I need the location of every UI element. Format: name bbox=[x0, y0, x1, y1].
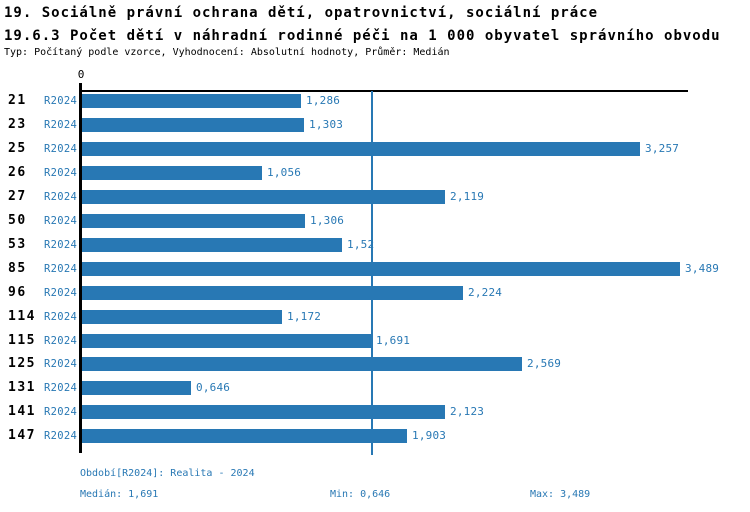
report-title-line1: 19. Sociálně právní ochrana dětí, opatro… bbox=[4, 5, 599, 21]
chart-row: 50 R2024 1,306 bbox=[0, 214, 750, 228]
chart-row: 25 R2024 3,257 bbox=[0, 142, 750, 156]
category-label: 114 bbox=[8, 309, 36, 324]
value-label: 1,056 bbox=[267, 166, 302, 179]
chart-row: 27 R2024 2,119 bbox=[0, 190, 750, 204]
series-period-label: R2024 bbox=[44, 382, 78, 394]
x-axis-zero-tick-label: 0 bbox=[77, 68, 85, 81]
series-period-label: R2024 bbox=[44, 167, 78, 179]
value-bar bbox=[82, 142, 640, 156]
value-bar bbox=[82, 238, 342, 252]
category-label: 27 bbox=[8, 189, 27, 204]
max-summary-label: Max: 3,489 bbox=[530, 489, 591, 500]
chart-row: 114 R2024 1,172 bbox=[0, 310, 750, 324]
value-label: 0,646 bbox=[196, 381, 231, 394]
value-bar bbox=[82, 262, 680, 276]
category-label: 131 bbox=[8, 380, 36, 395]
chart-row: 85 R2024 3,489 bbox=[0, 262, 750, 276]
report-subtitle: Typ: Počítaný podle vzorce, Vyhodnocení:… bbox=[4, 47, 450, 58]
category-label: 53 bbox=[8, 237, 27, 252]
category-label: 115 bbox=[8, 333, 36, 348]
value-label: 1,52 bbox=[347, 238, 375, 251]
value-label: 1,306 bbox=[310, 214, 345, 227]
median-summary-label: Medián: 1,691 bbox=[80, 489, 159, 500]
value-label: 2,123 bbox=[450, 405, 485, 418]
series-period-label: R2024 bbox=[44, 119, 78, 131]
value-bar bbox=[82, 166, 262, 180]
series-period-label: R2024 bbox=[44, 335, 78, 347]
series-period-label: R2024 bbox=[44, 430, 78, 442]
value-bar bbox=[82, 357, 522, 371]
category-label: 25 bbox=[8, 141, 27, 156]
category-label: 26 bbox=[8, 165, 27, 180]
category-label: 141 bbox=[8, 404, 36, 419]
chart-row: 115 R2024 1,691 bbox=[0, 334, 750, 348]
value-bar bbox=[82, 310, 282, 324]
category-label: 96 bbox=[8, 285, 27, 300]
category-label: 50 bbox=[8, 213, 27, 228]
category-label: 147 bbox=[8, 428, 36, 443]
series-period-label: R2024 bbox=[44, 287, 78, 299]
value-label: 1,172 bbox=[287, 310, 322, 323]
category-label: 125 bbox=[8, 356, 36, 371]
value-bar bbox=[82, 214, 305, 228]
value-label: 2,119 bbox=[450, 190, 485, 203]
value-bar bbox=[82, 118, 304, 132]
series-period-label: R2024 bbox=[44, 215, 78, 227]
series-period-label: R2024 bbox=[44, 263, 78, 275]
value-label: 3,257 bbox=[645, 142, 680, 155]
series-period-label: R2024 bbox=[44, 358, 78, 370]
y-axis-line bbox=[79, 83, 82, 453]
value-bar bbox=[82, 405, 445, 419]
value-label: 2,569 bbox=[527, 357, 562, 370]
value-bar bbox=[82, 286, 463, 300]
chart-row: 26 R2024 1,056 bbox=[0, 166, 750, 180]
period-label: Období[R2024]: Realita - 2024 bbox=[80, 468, 255, 479]
chart-row: 141 R2024 2,123 bbox=[0, 405, 750, 419]
x-axis-line bbox=[80, 90, 688, 92]
value-label: 1,303 bbox=[309, 118, 344, 131]
value-bar bbox=[82, 381, 191, 395]
chart-row: 96 R2024 2,224 bbox=[0, 286, 750, 300]
series-period-label: R2024 bbox=[44, 239, 78, 251]
value-label: 1,286 bbox=[306, 94, 341, 107]
chart-row: 125 R2024 2,569 bbox=[0, 357, 750, 371]
min-summary-label: Min: 0,646 bbox=[330, 489, 391, 500]
value-bar bbox=[82, 429, 407, 443]
series-period-label: R2024 bbox=[44, 191, 78, 203]
value-bar bbox=[82, 94, 301, 108]
chart-row: 21 R2024 1,286 bbox=[0, 94, 750, 108]
category-label: 21 bbox=[8, 93, 27, 108]
chart-row: 23 R2024 1,303 bbox=[0, 118, 750, 132]
value-label: 2,224 bbox=[468, 286, 503, 299]
category-label: 23 bbox=[8, 117, 27, 132]
series-period-label: R2024 bbox=[44, 95, 78, 107]
chart-row: 131 R2024 0,646 bbox=[0, 381, 750, 395]
series-period-label: R2024 bbox=[44, 406, 78, 418]
series-period-label: R2024 bbox=[44, 143, 78, 155]
value-label: 1,903 bbox=[412, 429, 447, 442]
value-bar bbox=[82, 334, 371, 348]
value-bar bbox=[82, 190, 445, 204]
category-label: 85 bbox=[8, 261, 27, 276]
value-label: 3,489 bbox=[685, 262, 720, 275]
chart-row: 147 R2024 1,903 bbox=[0, 429, 750, 443]
series-period-label: R2024 bbox=[44, 311, 78, 323]
chart-row: 53 R2024 1,52 bbox=[0, 238, 750, 252]
value-label: 1,691 bbox=[376, 334, 411, 347]
report-title-line2: 19.6.3 Počet dětí v náhradní rodinné péč… bbox=[4, 28, 721, 44]
